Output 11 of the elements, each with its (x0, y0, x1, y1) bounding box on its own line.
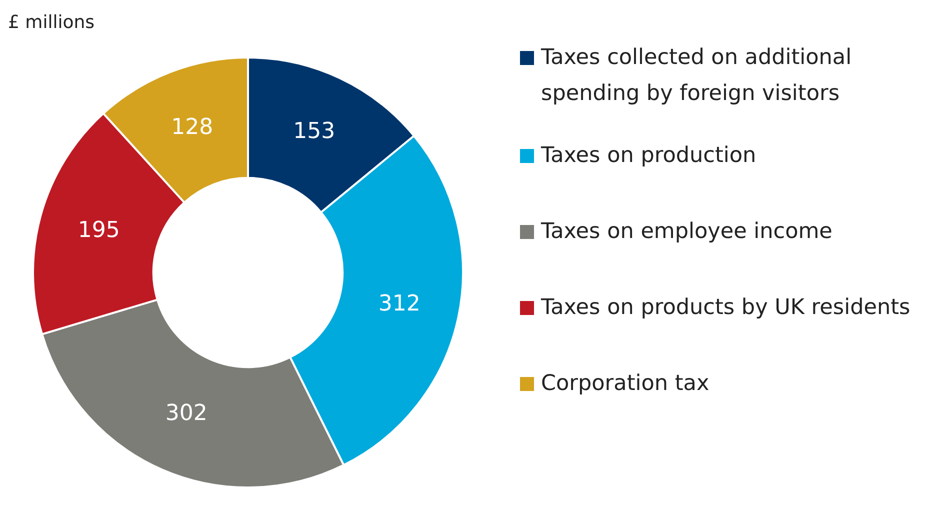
legend-label: Taxes on employee income (541, 218, 832, 246)
data-label: 128 (171, 114, 214, 140)
data-label: 195 (78, 218, 120, 243)
data-label: 312 (378, 292, 420, 317)
data-label: 302 (165, 401, 208, 426)
text: £ millions (8, 12, 95, 33)
legend-label: Taxes collected on additional spending by foreign visitors (541, 44, 853, 108)
legend-label: Corporation tax (541, 370, 710, 398)
data-label: 153 (293, 119, 336, 144)
legend-label: Taxes on products by UK residents (541, 294, 910, 322)
legend-label: Taxes on production (541, 142, 756, 170)
